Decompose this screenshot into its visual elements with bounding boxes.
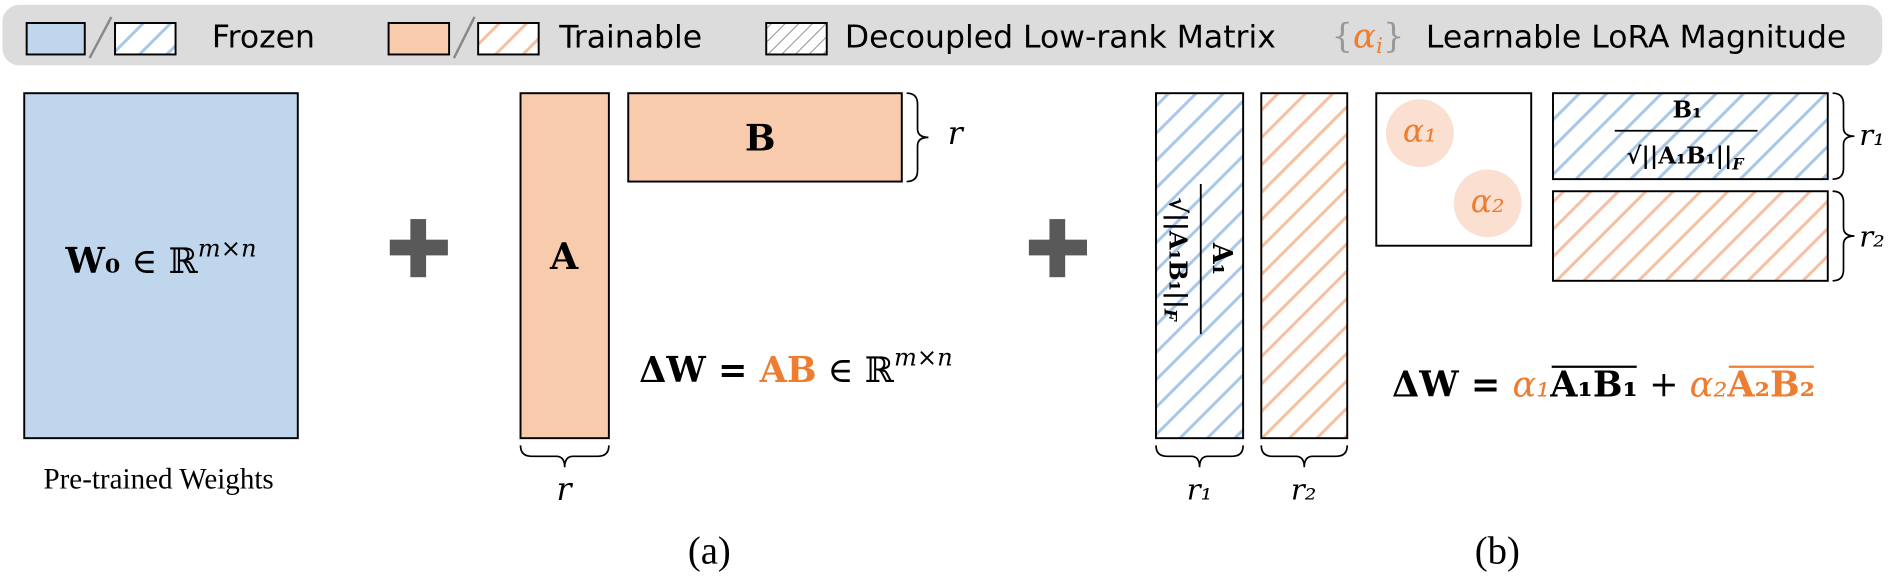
- rank-label: r₁: [1187, 472, 1213, 506]
- rank-label: r₂: [1291, 472, 1317, 506]
- legend-frozen-label: Frozen: [212, 20, 315, 56]
- fraction-denominator: √||A₁B₁||F: [1161, 197, 1193, 323]
- denominator-sub: F: [1161, 308, 1181, 323]
- matrix-b-label: B: [745, 117, 776, 160]
- legend-decoupled-label: Decoupled Low-rank Matrix: [845, 20, 1276, 56]
- alpha-1: α₁: [1403, 114, 1437, 150]
- w0-sup: m×n: [198, 234, 257, 262]
- brace: [1260, 445, 1349, 468]
- brace-open: {: [1331, 17, 1353, 56]
- w0-rel: ∈ ℝ: [120, 241, 198, 282]
- brace-close: }: [1383, 17, 1405, 56]
- plus-icon: [389, 219, 448, 278]
- denominator-main: √||A₁B₁||: [1164, 197, 1193, 309]
- legend-frozen-hatch: [114, 22, 177, 56]
- brace: [1832, 190, 1855, 282]
- matrix-b2-trainable: [1552, 190, 1829, 282]
- delta-lhs: ΔW =: [1392, 364, 1512, 405]
- legend-magnitude-label: Learnable LoRA Magnitude: [1426, 20, 1846, 56]
- w0-formula: W₀ ∈ ℝm×n: [65, 234, 257, 282]
- caption-a: (a): [688, 529, 731, 572]
- delta-term-1: A₁B₁: [1549, 364, 1638, 405]
- denominator-sub: F: [1731, 154, 1745, 173]
- legend-trainable-swatch: [387, 22, 451, 56]
- delta-w-formula-b: ΔW = α₁A₁B₁ + α₂A₂B₂: [1392, 364, 1815, 405]
- matrix-b: [627, 92, 903, 183]
- brace: [519, 445, 610, 468]
- rank-label: r₁: [1859, 118, 1885, 152]
- rank-label: r₂: [1859, 219, 1885, 253]
- a1-normalized-fraction: A₁ √||A₁B₁||F: [1161, 183, 1237, 335]
- rank-label: r: [948, 116, 965, 152]
- delta-term-2: A₂B₂: [1726, 364, 1815, 405]
- matrix-a1-frozen: [1155, 92, 1245, 440]
- delta-sup: m×n: [894, 343, 953, 371]
- matrix-a2-trainable: [1260, 92, 1349, 440]
- caption-b: (b): [1475, 529, 1520, 572]
- fraction-denominator: √||A₁B₁||F: [1626, 142, 1745, 173]
- brace: [906, 92, 929, 183]
- denominator-main: √||A₁B₁||: [1626, 142, 1732, 169]
- brace: [1832, 92, 1855, 180]
- delta-rel: ∈ ℝ: [817, 350, 895, 391]
- delta-alpha-2: α₂: [1690, 364, 1728, 405]
- legend-trainable-label: Trainable: [558, 20, 702, 56]
- alpha-sub: i: [1376, 34, 1383, 59]
- legend-frozen-swatch: [25, 22, 86, 56]
- legend-trainable-hatch: [477, 22, 540, 56]
- w0-symbol: W₀: [65, 241, 121, 282]
- fraction-numerator: B₁: [1673, 96, 1703, 123]
- matrix-a-label: A: [549, 235, 579, 278]
- delta-w-formula-a: ΔW = AB ∈ ℝm×n: [639, 343, 953, 391]
- fraction-numerator: A₁: [1206, 242, 1237, 275]
- matrix-b1-frozen: [1552, 92, 1829, 181]
- alpha-2: α₂: [1471, 184, 1505, 220]
- legend-decoupled-swatch: [765, 22, 828, 56]
- plus-icon: [1028, 219, 1087, 278]
- matrix-a: [519, 92, 610, 440]
- legend-separator: [88, 16, 113, 59]
- delta-ab: AB: [759, 350, 817, 391]
- delta-lhs: ΔW =: [639, 350, 759, 391]
- legend-magnitude-symbol: {αi}: [1331, 17, 1404, 59]
- delta-alpha-1: α₁: [1512, 364, 1550, 405]
- legend-separator: [452, 16, 476, 59]
- alpha-circle: [1453, 169, 1522, 238]
- delta-plus: +: [1638, 364, 1690, 405]
- alpha: α: [1353, 17, 1376, 56]
- rank-label: r: [557, 472, 574, 508]
- brace: [1155, 445, 1244, 468]
- w0-matrix: [23, 92, 299, 440]
- alpha-circle: [1385, 99, 1454, 168]
- w0-caption: Pre-trained Weights: [43, 463, 273, 495]
